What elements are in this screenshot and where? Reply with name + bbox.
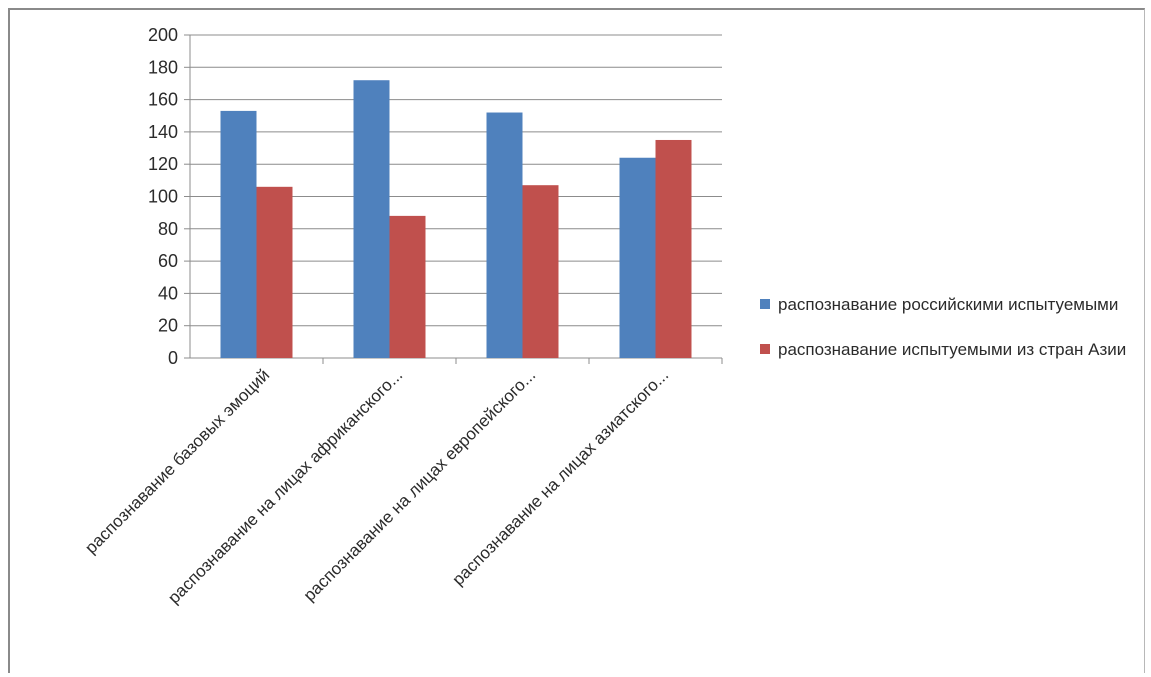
x-tick-label: распознавание на лицах африканского... xyxy=(164,365,406,607)
y-tick-label: 80 xyxy=(158,219,178,239)
x-tick-label: распознавание на лицах азиатского... xyxy=(448,365,672,589)
y-tick-label: 180 xyxy=(148,57,178,77)
legend-item-russian: распознавание российскими испытуемыми xyxy=(760,292,1140,317)
y-tick-label: 0 xyxy=(168,348,178,368)
bar xyxy=(256,186,293,358)
y-tick-label: 120 xyxy=(148,154,178,174)
y-tick-labels: 0 20 40 60 80 100 120 140 160 180 200 xyxy=(148,25,178,368)
bar xyxy=(522,185,559,358)
bar xyxy=(619,157,656,358)
legend-swatch-russian xyxy=(760,299,770,309)
y-tick-label: 60 xyxy=(158,251,178,271)
y-tick-label: 100 xyxy=(148,187,178,207)
y-tick-label: 140 xyxy=(148,122,178,142)
y-tick-label: 160 xyxy=(148,90,178,110)
bars xyxy=(220,80,692,359)
legend-item-asian: распознавание испытуемыми из стран Азии xyxy=(760,337,1140,362)
bar xyxy=(486,112,523,359)
y-tick-label: 20 xyxy=(158,316,178,336)
legend: распознавание российскими испытуемыми ра… xyxy=(760,292,1140,382)
y-tick-label: 40 xyxy=(158,283,178,303)
legend-label-asian: распознавание испытуемыми из стран Азии xyxy=(778,340,1127,359)
bar xyxy=(389,215,426,358)
bar xyxy=(655,139,692,358)
legend-label-russian: распознавание российскими испытуемыми xyxy=(778,295,1119,314)
bar xyxy=(220,110,257,358)
x-tick-labels: распознавание базовых эмоцийраспознавани… xyxy=(81,365,672,607)
legend-swatch-asian xyxy=(760,344,770,354)
chart-frame xyxy=(8,8,1145,673)
bar xyxy=(353,80,390,358)
y-tick-label: 200 xyxy=(148,25,178,45)
x-tick-label: распознавание на лицах европейского... xyxy=(300,365,540,605)
